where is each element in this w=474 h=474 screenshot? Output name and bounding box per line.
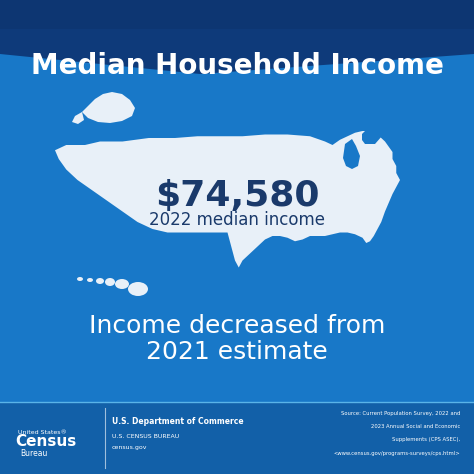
Text: <www.census.gov/programs-surveys/cps.html>: <www.census.gov/programs-surveys/cps.htm… [333, 450, 460, 456]
Ellipse shape [77, 277, 83, 281]
Polygon shape [55, 131, 400, 267]
Text: U.S. CENSUS BUREAU: U.S. CENSUS BUREAU [112, 434, 179, 438]
Text: Census: Census [15, 435, 76, 449]
Ellipse shape [96, 278, 104, 284]
Ellipse shape [87, 278, 93, 282]
Text: Source: Current Population Survey, 2022 and: Source: Current Population Survey, 2022 … [341, 411, 460, 417]
Text: Supplements (CPS ASEC),: Supplements (CPS ASEC), [392, 438, 460, 443]
Text: Bureau: Bureau [20, 449, 47, 458]
Text: U.S. Department of Commerce: U.S. Department of Commerce [112, 418, 244, 427]
Polygon shape [0, 0, 474, 74]
Text: 2022 median income: 2022 median income [149, 211, 325, 229]
Text: 2023 Annual Social and Economic: 2023 Annual Social and Economic [371, 425, 460, 429]
Text: $74,580: $74,580 [155, 179, 319, 213]
Polygon shape [82, 92, 135, 123]
Polygon shape [362, 126, 382, 144]
Text: United States®: United States® [18, 429, 67, 435]
Ellipse shape [105, 278, 115, 286]
Ellipse shape [128, 282, 148, 296]
Polygon shape [0, 402, 474, 474]
Ellipse shape [115, 279, 129, 289]
Text: Median Household Income: Median Household Income [30, 52, 444, 80]
Polygon shape [72, 112, 84, 124]
Text: Income decreased from: Income decreased from [89, 314, 385, 338]
Text: 2021 estimate: 2021 estimate [146, 340, 328, 364]
Polygon shape [0, 0, 474, 29]
Text: census.gov: census.gov [112, 446, 147, 450]
Polygon shape [343, 139, 360, 169]
